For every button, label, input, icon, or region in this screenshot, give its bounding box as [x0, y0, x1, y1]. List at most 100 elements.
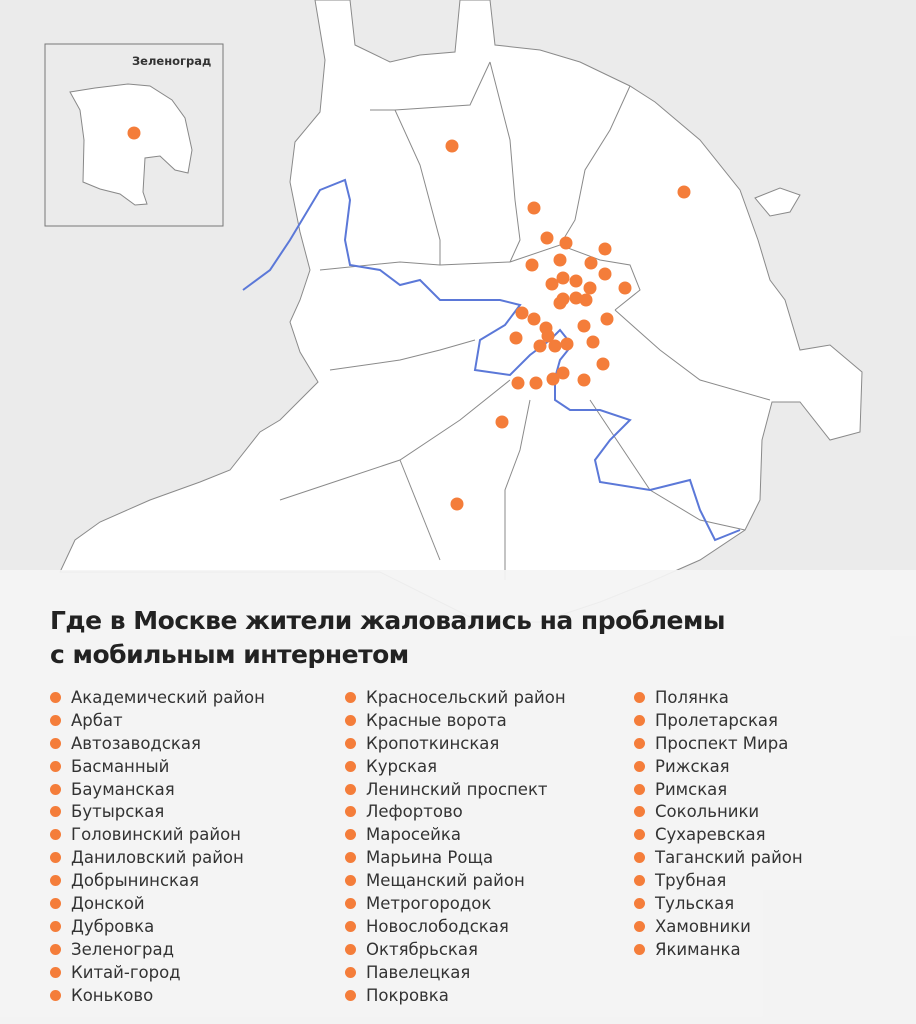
legend-item: Бауманская — [50, 778, 265, 801]
legend-item: Новослободская — [345, 915, 566, 938]
legend-label: Мещанский район — [366, 871, 525, 891]
legend-label: Таганский район — [655, 848, 803, 868]
legend-label: Коньково — [71, 985, 154, 1005]
city-boundary — [59, 0, 863, 623]
title-line-2: с мобильным интернетом — [50, 640, 409, 669]
marker-dot-icon — [634, 943, 645, 955]
complaint-marker — [553, 296, 567, 310]
legend-label: Римская — [655, 779, 728, 799]
legend-item: Красносельский район — [345, 686, 566, 709]
marker-dot-icon — [634, 829, 645, 841]
complaint-marker — [596, 357, 610, 371]
marker-dot-icon — [50, 714, 61, 726]
page-title: Где в Москве жители жаловались на пробле… — [50, 604, 726, 672]
complaint-marker — [525, 258, 539, 272]
marker-dot-icon — [634, 760, 645, 772]
legend-item: Хамовники — [634, 915, 803, 938]
legend-item: Рижская — [634, 755, 803, 778]
legend-label: Даниловский район — [71, 848, 244, 868]
legend-label: Китай-город — [71, 962, 181, 982]
marker-dot-icon — [50, 737, 61, 749]
complaint-marker — [569, 291, 583, 305]
legend-label: Павелецкая — [366, 962, 471, 982]
legend-label: Трубная — [655, 871, 727, 891]
complaint-marker — [600, 312, 614, 326]
legend-item: Зеленоград — [50, 938, 265, 961]
inset-zelenograd — [44, 43, 224, 227]
legend-item: Римская — [634, 778, 803, 801]
marker-dot-icon — [345, 806, 356, 818]
legend-item: Басманный — [50, 755, 265, 778]
legend-item: Полянка — [634, 686, 803, 709]
legend-column-3: Полянка Пролетарская Проспект Мира Рижская Р… — [634, 686, 803, 961]
legend-label: Хамовники — [655, 916, 751, 936]
complaint-marker — [533, 339, 547, 353]
complaint-marker — [541, 329, 555, 343]
legend-item: Автозаводская — [50, 732, 265, 755]
legend-label: Кропоткинская — [366, 733, 500, 753]
legend-item: Курская — [345, 755, 566, 778]
marker-dot-icon — [345, 783, 356, 795]
legend-label: Добрынинская — [71, 871, 200, 891]
title-line-1: Где в Москве жители жаловались на пробле… — [50, 606, 726, 635]
legend-item: Покровка — [345, 984, 566, 1007]
legend-label: Головинский район — [71, 825, 241, 845]
marker-dot-icon — [345, 691, 356, 703]
legend-item: Красные ворота — [345, 709, 566, 732]
legend-item: Арбат — [50, 709, 265, 732]
complaint-marker — [527, 312, 541, 326]
legend-label: Донской — [71, 893, 145, 913]
legend-item: Павелецкая — [345, 961, 566, 984]
complaint-marker — [540, 231, 554, 245]
complaint-marker — [556, 366, 570, 380]
legend-label: Тульская — [655, 893, 735, 913]
complaint-marker — [584, 256, 598, 270]
legend-item: Донской — [50, 892, 265, 915]
legend-item: Мещанский район — [345, 869, 566, 892]
legend-item: Октябрьская — [345, 938, 566, 961]
complaint-marker — [527, 201, 541, 215]
legend-item: Даниловский район — [50, 846, 265, 869]
legend-item: Пролетарская — [634, 709, 803, 732]
legend-label: Дубровка — [71, 916, 155, 936]
complaint-marker — [569, 274, 583, 288]
marker-dot-icon — [345, 737, 356, 749]
legend-label: Проспект Мира — [655, 733, 789, 753]
legend-item: Метрогородок — [345, 892, 566, 915]
complaint-marker — [556, 271, 570, 285]
legend-item: Сокольники — [634, 800, 803, 823]
complaint-marker — [553, 253, 567, 267]
legend-label: Бауманская — [71, 779, 175, 799]
legend-item: Дубровка — [50, 915, 265, 938]
legend-column-1: Академический район Арбат Автозаводская Бас… — [50, 686, 265, 1006]
complaint-marker — [511, 376, 525, 390]
marker-dot-icon — [50, 943, 61, 955]
marker-dot-icon — [50, 691, 61, 703]
legend-item: Ленинский проспект — [345, 778, 566, 801]
marker-dot-icon — [634, 783, 645, 795]
marker-dot-icon — [345, 829, 356, 841]
complaint-marker — [618, 281, 632, 295]
legend-label: Лефортово — [366, 802, 463, 822]
legend-item: Якиманка — [634, 938, 803, 961]
legend-label: Марьина Роща — [366, 848, 494, 868]
legend-label: Новослободская — [366, 916, 509, 936]
legend-column-2: Красносельский район Красные ворота Кропот… — [345, 686, 566, 1006]
legend-item: Марьина Роща — [345, 846, 566, 869]
legend-label: Покровка — [366, 985, 449, 1005]
legend-label: Полянка — [655, 687, 729, 707]
marker-dot-icon — [634, 875, 645, 887]
legend-item: Проспект Мира — [634, 732, 803, 755]
marker-dot-icon — [50, 920, 61, 932]
complaint-marker — [559, 236, 573, 250]
complaint-marker — [509, 331, 523, 345]
legend-label: Маросейка — [366, 825, 461, 845]
marker-dot-icon — [50, 829, 61, 841]
complaint-marker — [445, 139, 459, 153]
complaint-marker — [677, 185, 691, 199]
complaint-marker — [577, 319, 591, 333]
marker-dot-icon — [345, 966, 356, 978]
marker-dot-icon — [634, 852, 645, 864]
marker-dot-icon — [634, 806, 645, 818]
inset-label: Зеленоград — [132, 54, 212, 68]
